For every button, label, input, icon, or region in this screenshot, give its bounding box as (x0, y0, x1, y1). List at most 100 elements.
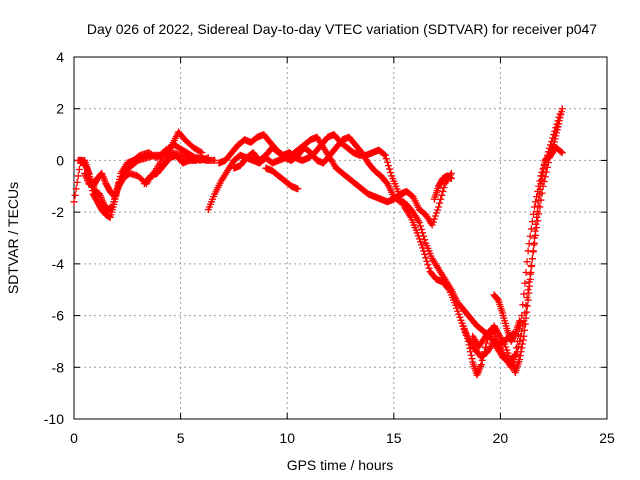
data-point (423, 257, 431, 265)
data-point (535, 210, 543, 218)
y-tick-label: -6 (52, 308, 65, 324)
data-point (558, 108, 566, 116)
x-tick-label: 20 (493, 430, 509, 446)
series-track-g (230, 110, 564, 366)
data-point (525, 289, 533, 297)
data-point (463, 334, 471, 342)
data-point (422, 254, 430, 262)
data-point (435, 203, 443, 211)
data-point (555, 120, 563, 128)
y-tick-label: -8 (52, 359, 65, 375)
data-point (526, 270, 534, 278)
data-point (72, 185, 80, 193)
data-point (464, 337, 472, 345)
data-point (513, 348, 521, 356)
data-point (460, 325, 468, 333)
data-point (540, 164, 548, 172)
axis-ticks: 0 5 10 15 20 25 -10 -8 -6 -4 -2 0 2 4 (44, 49, 615, 446)
data-point (550, 138, 558, 146)
data-point (516, 317, 524, 325)
data-point (82, 163, 90, 171)
data-point (554, 123, 562, 131)
data-point (467, 351, 475, 359)
data-point (480, 348, 488, 356)
data-point (534, 217, 542, 225)
data-point (454, 307, 462, 315)
data-point (465, 341, 473, 349)
data-point (204, 156, 212, 164)
series-track-h (262, 164, 302, 193)
x-tick-label: 10 (279, 430, 295, 446)
data-point (380, 150, 388, 158)
data-point (447, 175, 455, 183)
data-point (430, 215, 438, 223)
data-point (527, 225, 535, 233)
series-track-d (140, 151, 212, 188)
data-point (558, 149, 566, 157)
data-point (415, 218, 423, 226)
data-point (523, 308, 531, 316)
data-point (477, 361, 485, 369)
data-point (437, 195, 445, 203)
data-point (502, 343, 510, 351)
data-point (540, 178, 548, 186)
y-tick-label: 4 (56, 49, 64, 65)
data-point (381, 151, 389, 159)
data-point (558, 105, 566, 113)
data-point (523, 293, 531, 301)
data-point (382, 155, 390, 163)
y-axis-label: SDTVAR / TECUs (5, 182, 21, 294)
data-point (384, 162, 392, 170)
data-point (533, 224, 541, 232)
data-point (528, 255, 536, 263)
data-point (428, 221, 436, 229)
data-point (556, 114, 564, 122)
data-point (467, 348, 475, 356)
x-tick-label: 0 (70, 430, 78, 446)
data-point (536, 203, 544, 211)
data-point (520, 290, 528, 298)
data-point (538, 189, 546, 197)
data-point (543, 163, 551, 171)
data-point (211, 156, 219, 164)
data-point (75, 165, 83, 173)
data-point (518, 344, 526, 352)
data-point (552, 132, 560, 140)
data-point (516, 352, 524, 360)
data-point (531, 239, 539, 247)
data-point (553, 129, 561, 137)
data-point (439, 187, 447, 195)
data-point (461, 328, 469, 336)
data-point (434, 206, 442, 214)
data-point (525, 278, 533, 286)
data-point (517, 332, 525, 340)
data-point (522, 301, 530, 309)
y-tick-label: -10 (44, 411, 64, 427)
data-point (524, 286, 532, 294)
y-tick-label: 0 (56, 152, 64, 168)
data-point (438, 191, 446, 199)
data-point (530, 241, 538, 249)
data-points (70, 105, 566, 379)
data-point (432, 209, 440, 217)
data-point (425, 264, 433, 272)
data-point (74, 172, 82, 180)
data-point (294, 185, 302, 193)
data-point (527, 262, 535, 270)
data-point (532, 231, 540, 239)
data-point (420, 232, 428, 240)
data-point (526, 232, 534, 240)
data-point (501, 340, 509, 348)
data-point (71, 191, 79, 199)
data-point (456, 313, 464, 321)
data-point (421, 250, 429, 258)
data-point (527, 268, 535, 276)
grid-lines (74, 57, 607, 419)
data-point (555, 117, 563, 125)
data-point (515, 343, 523, 351)
series-track-l (490, 291, 524, 345)
data-point (539, 182, 547, 190)
data-point (528, 218, 536, 226)
data-point (494, 295, 502, 303)
